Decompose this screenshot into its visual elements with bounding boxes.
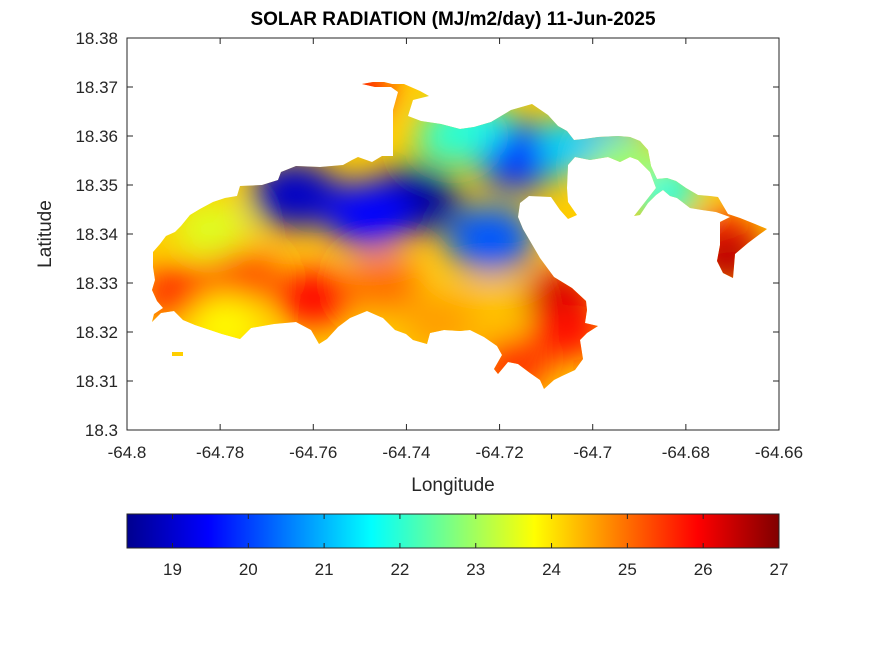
heat-cell-4 [446,204,535,273]
y-axis-label: Latitude [35,200,56,268]
chart-title: SOLAR RADIATION (MJ/m2/day) 11-Jun-2025 [250,9,656,30]
colorbar-tick-label: 23 [466,560,485,579]
heat-cell-12 [276,269,350,326]
colorbar-tick-label: 26 [694,560,713,579]
colorbar-tick-label: 25 [618,560,637,579]
x-tick-label: -64.76 [289,443,337,462]
y-tick-label: 18.31 [75,372,118,391]
colorbar-tick-label: 22 [390,560,409,579]
colorbar-ticks: 19 20 21 22 23 24 25 26 27 [163,514,788,579]
x-tick-label: -64.66 [755,443,803,462]
heat-cell-2 [324,180,414,249]
y-tick-label: 18.35 [75,176,118,195]
x-tick-label: -64.74 [382,443,430,462]
colorbar-tick-label: 19 [163,560,182,579]
y-tick-label: 18.34 [75,225,118,244]
x-axis-label: Longitude [411,475,494,496]
y-tick-label: 18.32 [75,323,118,342]
heat-cell-13 [346,255,420,311]
y-axis: 18.3 18.31 18.32 18.33 18.34 18.35 18.36 18.37 1… [75,29,779,440]
colorbar [126,513,780,549]
heat-cell-9 [174,201,248,258]
colorbar-tick-label: 21 [315,560,334,579]
x-axis: -64.8 -64.78 -64.76 -64.74 -64.72 -64.7 -64.68… [108,38,803,462]
y-tick-label: 18.36 [75,127,118,146]
colorbar-tick-label: 27 [770,560,789,579]
heat-cell-11 [207,250,280,307]
x-tick-label: -64.7 [573,443,612,462]
x-tick-label: -64.78 [196,443,244,462]
colorbar-tick-label: 24 [542,560,561,579]
x-tick-label: -64.68 [662,443,710,462]
colorbar-tick-label: 20 [239,560,258,579]
y-tick-label: 18.3 [85,421,118,440]
x-tick-label: -64.8 [108,443,147,462]
y-tick-label: 18.37 [75,78,118,97]
x-tick-label: -64.72 [475,443,523,462]
y-tick-label: 18.38 [75,29,118,48]
y-tick-label: 18.33 [75,274,118,293]
